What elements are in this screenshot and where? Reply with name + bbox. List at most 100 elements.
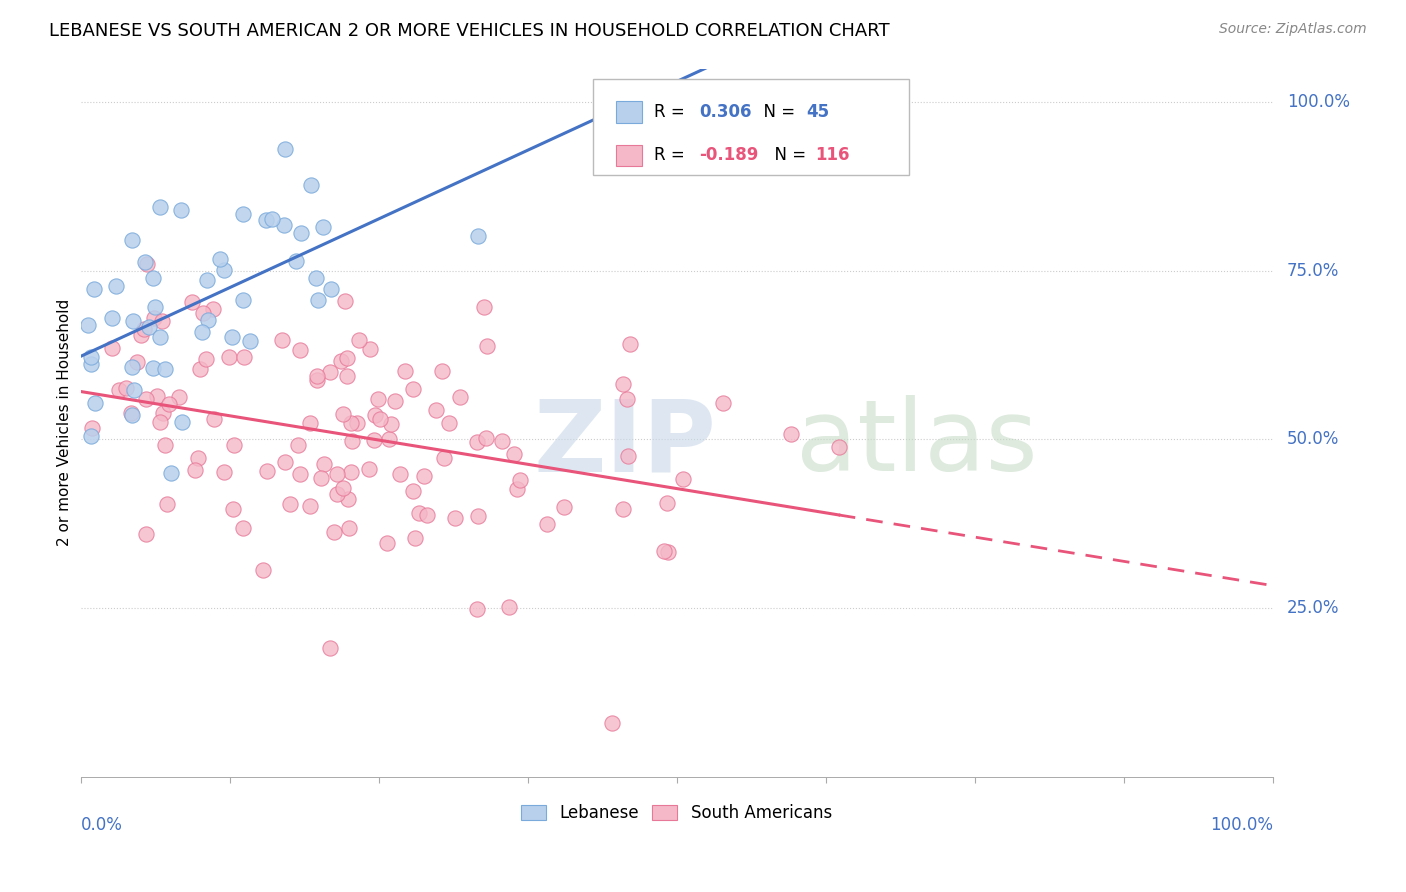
Text: 0.0%: 0.0% <box>80 815 122 833</box>
Point <box>157 397 180 411</box>
Point <box>416 508 439 523</box>
Point <box>319 641 342 656</box>
Point <box>671 472 693 486</box>
Point <box>252 563 274 577</box>
Point <box>191 306 214 320</box>
Point <box>262 211 284 226</box>
Point <box>467 228 489 243</box>
Point <box>121 408 143 422</box>
Point <box>143 300 166 314</box>
Point <box>195 351 218 366</box>
Point <box>600 715 623 730</box>
Point <box>612 502 634 516</box>
Text: N =: N = <box>754 103 800 121</box>
Point <box>273 218 295 232</box>
Text: 100.0%: 100.0% <box>1209 815 1272 833</box>
Point <box>375 536 398 550</box>
Point <box>285 254 308 268</box>
Text: N =: N = <box>763 146 811 164</box>
Point <box>152 406 174 420</box>
Point <box>135 392 157 406</box>
Point <box>84 396 107 410</box>
Point <box>619 337 641 351</box>
Point <box>299 178 322 192</box>
Point <box>433 450 456 465</box>
Point <box>711 395 734 409</box>
Point <box>472 300 495 314</box>
Text: -0.189: -0.189 <box>699 146 759 164</box>
Point <box>287 438 309 452</box>
Point <box>80 429 103 443</box>
Text: LEBANESE VS SOUTH AMERICAN 2 OR MORE VEHICLES IN HOUSEHOLD CORRELATION CHART: LEBANESE VS SOUTH AMERICAN 2 OR MORE VEH… <box>49 22 890 40</box>
Point <box>388 467 411 481</box>
Point <box>135 526 157 541</box>
Point <box>278 497 301 511</box>
Point <box>150 314 173 328</box>
Point <box>274 142 297 156</box>
Point <box>101 341 124 355</box>
Text: R =: R = <box>654 103 690 121</box>
Point <box>359 462 381 476</box>
FancyBboxPatch shape <box>616 102 643 122</box>
Point <box>124 383 146 397</box>
Point <box>498 599 520 614</box>
Point <box>136 257 159 271</box>
Point <box>104 279 127 293</box>
Point <box>132 321 155 335</box>
Point <box>553 500 575 514</box>
Point <box>138 320 160 334</box>
Point <box>380 417 402 431</box>
Point <box>256 464 278 478</box>
Point <box>330 353 353 368</box>
Point <box>101 310 124 325</box>
Point <box>212 263 235 277</box>
Y-axis label: 2 or more Vehicles in Household: 2 or more Vehicles in Household <box>58 299 72 546</box>
Point <box>443 511 465 525</box>
Point <box>77 318 100 333</box>
Point <box>238 334 260 348</box>
Point <box>404 531 426 545</box>
Point <box>80 350 103 364</box>
Point <box>120 406 142 420</box>
Point <box>159 466 181 480</box>
Point <box>430 364 453 378</box>
Point <box>190 325 212 339</box>
Point <box>170 202 193 217</box>
Point <box>232 521 254 535</box>
Point <box>145 388 167 402</box>
Point <box>506 482 529 496</box>
Point <box>377 432 399 446</box>
Point <box>299 499 322 513</box>
Point <box>305 373 328 387</box>
Point <box>465 434 488 449</box>
Point <box>336 368 359 383</box>
Point <box>475 431 498 445</box>
Point <box>121 314 143 328</box>
Point <box>288 343 311 357</box>
Point <box>108 383 131 397</box>
Text: 25.0%: 25.0% <box>1286 599 1340 617</box>
Point <box>149 200 172 214</box>
Legend: Lebanese, South Americans: Lebanese, South Americans <box>515 797 839 829</box>
Text: ZIP: ZIP <box>533 395 717 492</box>
Text: 50.0%: 50.0% <box>1286 431 1340 449</box>
Point <box>197 313 219 327</box>
Point <box>318 366 340 380</box>
Text: 0.306: 0.306 <box>699 103 752 121</box>
Point <box>337 520 360 534</box>
Point <box>402 483 425 498</box>
FancyBboxPatch shape <box>616 145 643 166</box>
Point <box>323 525 346 540</box>
Point <box>536 517 558 532</box>
Point <box>129 327 152 342</box>
Point <box>121 360 143 375</box>
Point <box>153 438 176 452</box>
Point <box>314 457 336 471</box>
Point <box>187 451 209 466</box>
Point <box>153 362 176 376</box>
Point <box>232 207 254 221</box>
Point <box>114 381 136 395</box>
Point <box>221 330 243 344</box>
Point <box>305 270 328 285</box>
Point <box>616 392 638 406</box>
